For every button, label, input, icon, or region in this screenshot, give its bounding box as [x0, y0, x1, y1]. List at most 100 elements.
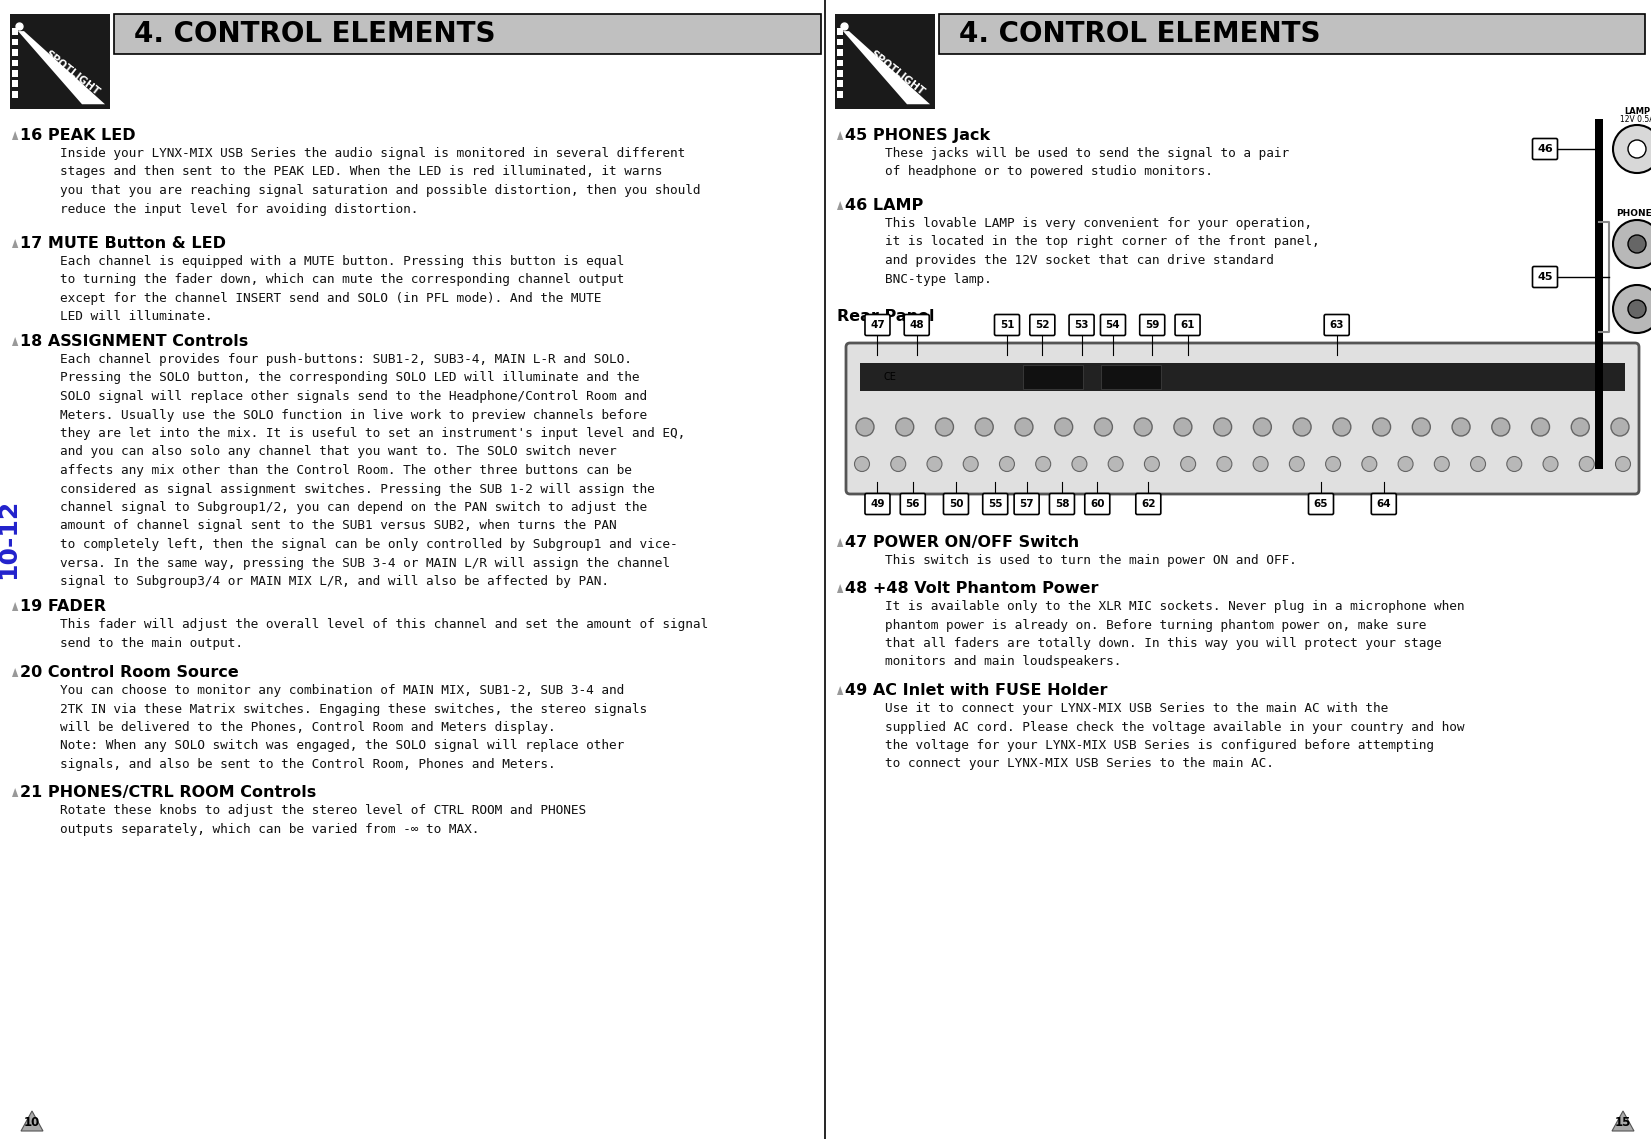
Circle shape	[1332, 418, 1351, 436]
Text: This lovable LAMP is very convenient for your operation,
it is located in the to: This lovable LAMP is very convenient for…	[885, 218, 1319, 286]
Bar	[114, 14, 821, 54]
Text: 17 MUTE Button & LED: 17 MUTE Button & LED	[20, 236, 226, 251]
Text: Rear Panel: Rear Panel	[837, 309, 934, 323]
FancyBboxPatch shape	[1176, 314, 1200, 336]
Circle shape	[936, 418, 954, 436]
Bar	[837, 28, 842, 35]
Polygon shape	[18, 31, 106, 105]
Circle shape	[855, 457, 870, 472]
Text: SPOTLIGHT: SPOTLIGHT	[43, 49, 101, 97]
Bar	[12, 49, 18, 56]
Polygon shape	[12, 667, 18, 677]
Circle shape	[1615, 457, 1631, 472]
Circle shape	[1613, 285, 1651, 333]
Circle shape	[1398, 457, 1413, 472]
Text: It is available only to the XLR MIC sockets. Never plug in a microphone when
pha: It is available only to the XLR MIC sock…	[885, 600, 1464, 669]
Circle shape	[1253, 457, 1268, 472]
FancyBboxPatch shape	[1070, 314, 1095, 336]
Bar	[837, 71, 842, 76]
Polygon shape	[12, 603, 18, 611]
Circle shape	[1055, 418, 1073, 436]
FancyBboxPatch shape	[1050, 493, 1075, 515]
Text: 18 ASSIGNMENT Controls: 18 ASSIGNMENT Controls	[20, 334, 248, 349]
Text: 15: 15	[1615, 1115, 1631, 1129]
Circle shape	[1134, 418, 1152, 436]
Text: 57: 57	[1019, 499, 1034, 509]
Text: 46: 46	[1537, 144, 1554, 154]
Text: 47 POWER ON/OFF Switch: 47 POWER ON/OFF Switch	[845, 535, 1080, 550]
Circle shape	[1451, 418, 1469, 436]
Text: 63: 63	[1329, 320, 1344, 330]
Polygon shape	[1611, 1111, 1634, 1131]
Circle shape	[1293, 418, 1311, 436]
Text: 55: 55	[987, 499, 1002, 509]
Text: LAMP: LAMP	[1625, 107, 1649, 115]
Circle shape	[1493, 418, 1509, 436]
Text: 56: 56	[905, 499, 920, 509]
Circle shape	[1174, 418, 1192, 436]
Polygon shape	[837, 538, 844, 547]
Circle shape	[1471, 457, 1486, 472]
Circle shape	[1507, 457, 1522, 472]
Text: 21 PHONES/CTRL ROOM Controls: 21 PHONES/CTRL ROOM Controls	[20, 785, 317, 800]
Circle shape	[1071, 457, 1086, 472]
Polygon shape	[844, 31, 930, 105]
FancyBboxPatch shape	[994, 314, 1020, 336]
Circle shape	[1144, 457, 1159, 472]
Bar	[837, 59, 842, 66]
Bar	[1022, 364, 1083, 390]
Circle shape	[1613, 125, 1651, 173]
Circle shape	[1015, 418, 1034, 436]
Text: 47: 47	[870, 320, 885, 330]
Text: 61: 61	[1180, 320, 1195, 330]
Bar	[1595, 118, 1603, 469]
Text: Use it to connect your LYNX-MIX USB Series to the main AC with the
supplied AC c: Use it to connect your LYNX-MIX USB Seri…	[885, 702, 1464, 770]
Circle shape	[1372, 418, 1390, 436]
FancyBboxPatch shape	[943, 493, 969, 515]
Bar	[860, 363, 1625, 391]
FancyBboxPatch shape	[1139, 314, 1164, 336]
Circle shape	[1217, 457, 1232, 472]
FancyBboxPatch shape	[1309, 493, 1334, 515]
Text: 59: 59	[1146, 320, 1159, 330]
Circle shape	[926, 457, 943, 472]
Text: This fader will adjust the overall level of this channel and set the amount of s: This fader will adjust the overall level…	[59, 618, 708, 649]
Text: 49: 49	[870, 499, 885, 509]
FancyBboxPatch shape	[1532, 139, 1557, 159]
Circle shape	[855, 418, 873, 436]
Circle shape	[1095, 418, 1113, 436]
Polygon shape	[12, 131, 18, 140]
Circle shape	[1362, 457, 1377, 472]
Text: 48: 48	[910, 320, 925, 330]
FancyBboxPatch shape	[1030, 314, 1055, 336]
Circle shape	[1035, 457, 1050, 472]
Text: 45: 45	[1537, 272, 1552, 282]
Text: 12V 0.5A: 12V 0.5A	[1620, 115, 1651, 124]
Polygon shape	[837, 584, 844, 593]
FancyBboxPatch shape	[982, 493, 1007, 515]
Circle shape	[1253, 418, 1271, 436]
Polygon shape	[837, 200, 844, 210]
Text: 53: 53	[1075, 320, 1088, 330]
Text: 52: 52	[1035, 320, 1050, 330]
Polygon shape	[837, 131, 844, 140]
Text: 49 AC Inlet with FUSE Holder: 49 AC Inlet with FUSE Holder	[845, 683, 1108, 698]
Text: PHONES: PHONES	[1616, 210, 1651, 219]
Bar	[1101, 364, 1161, 390]
Text: 50: 50	[949, 499, 963, 509]
Circle shape	[1532, 418, 1550, 436]
Bar	[12, 28, 18, 35]
Bar	[10, 14, 111, 109]
Text: 16 PEAK LED: 16 PEAK LED	[20, 128, 135, 144]
Bar	[12, 81, 18, 88]
Circle shape	[1180, 457, 1195, 472]
Text: This switch is used to turn the main power ON and OFF.: This switch is used to turn the main pow…	[885, 554, 1296, 567]
Circle shape	[1611, 418, 1630, 436]
Polygon shape	[837, 686, 844, 695]
FancyBboxPatch shape	[1136, 493, 1161, 515]
Text: 60: 60	[1090, 499, 1105, 509]
Circle shape	[999, 457, 1014, 472]
Text: Inside your LYNX-MIX USB Series the audio signal is monitored in several differe: Inside your LYNX-MIX USB Series the audi…	[59, 147, 700, 215]
Text: 10-12: 10-12	[0, 499, 20, 579]
Polygon shape	[12, 788, 18, 797]
